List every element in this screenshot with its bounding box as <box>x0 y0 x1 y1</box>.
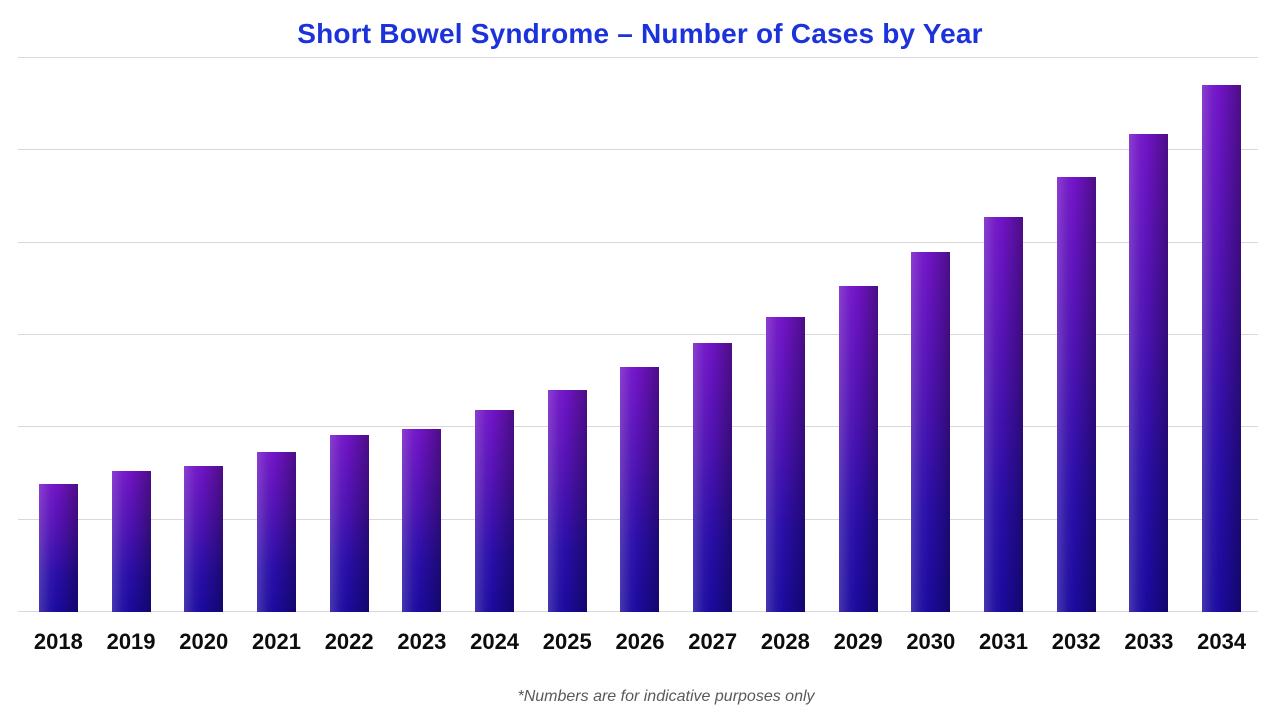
bar-2026 <box>620 367 660 612</box>
x-tick-label-2024: 2024 <box>470 629 520 654</box>
x-tick-label-2019: 2019 <box>106 629 156 654</box>
bar-slot-2033 <box>1113 58 1186 612</box>
plot-area <box>18 57 1258 612</box>
x-tick-label-2034: 2034 <box>1197 629 1247 654</box>
bar-2029 <box>838 286 878 612</box>
bar-2019 <box>111 470 151 612</box>
bar-2020 <box>184 466 224 612</box>
x-tick-label-2018: 2018 <box>33 629 83 654</box>
x-tick-label-2025: 2025 <box>542 629 592 654</box>
bar-slot-2024 <box>458 58 531 612</box>
bar-slot-2034 <box>1185 58 1258 612</box>
x-tick-label-2030: 2030 <box>906 629 956 654</box>
footnote: *Numbers are for indicative purposes onl… <box>517 688 815 705</box>
x-tick-label-2032: 2032 <box>1051 629 1101 654</box>
bar-2033 <box>1129 133 1169 612</box>
gridline-6 <box>18 57 1258 58</box>
gridline-4 <box>18 241 1258 243</box>
bar-2024 <box>475 409 515 612</box>
bar-slot-2020 <box>167 58 240 612</box>
bar-2028 <box>765 316 805 612</box>
x-tick-label-2022: 2022 <box>324 629 374 654</box>
gridline-5 <box>18 149 1258 151</box>
x-tick-label-2031: 2031 <box>979 629 1028 654</box>
bar-slot-2023 <box>386 58 459 612</box>
bar-2032 <box>1056 177 1096 612</box>
bar-slot-2026 <box>604 58 677 612</box>
chart-title: Short Bowel Syndrome – Number of Cases b… <box>297 18 983 49</box>
x-tick-label-2023: 2023 <box>397 629 447 654</box>
bar-slot-2025 <box>531 58 604 612</box>
x-tick-label-2027: 2027 <box>688 629 738 654</box>
bar-slot-2029 <box>822 58 895 612</box>
bar-slot-2032 <box>1040 58 1113 612</box>
gridline-3 <box>18 334 1258 335</box>
x-tick-label-2033: 2033 <box>1124 629 1174 654</box>
bar-2018 <box>38 483 78 612</box>
bar-2027 <box>693 343 733 612</box>
x-tick-label-2029: 2029 <box>833 629 883 654</box>
bar-2034 <box>1202 84 1242 612</box>
bars-layer <box>22 58 1258 612</box>
bar-slot-2028 <box>749 58 822 612</box>
bar-2022 <box>329 434 369 612</box>
x-tick-label-2028: 2028 <box>760 629 810 654</box>
x-tick-label-2021: 2021 <box>251 629 301 654</box>
bar-2030 <box>911 251 951 612</box>
x-tick-label-2026: 2026 <box>615 629 665 654</box>
bar-slot-2031 <box>967 58 1040 612</box>
bar-slot-2021 <box>240 58 313 612</box>
bar-slot-2030 <box>894 58 967 612</box>
bar-slot-2019 <box>95 58 168 612</box>
bar-2023 <box>402 429 442 612</box>
x-tick-label-2020: 2020 <box>179 629 229 654</box>
bar-2025 <box>547 390 587 612</box>
bar-slot-2027 <box>676 58 749 612</box>
x-axis-labels: 2018 2019 2020 2021 2022 2023 2024 2025 2026 2027… <box>22 629 1258 655</box>
bar-slot-2022 <box>313 58 386 612</box>
bar-2021 <box>256 452 296 612</box>
bar-2031 <box>983 216 1023 612</box>
bar-slot-2018 <box>22 58 95 612</box>
